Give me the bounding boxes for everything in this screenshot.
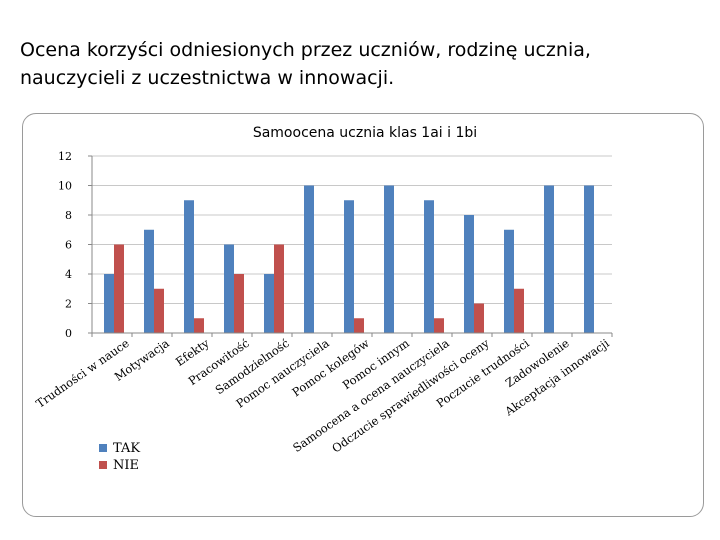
slide-title-line-1: Ocena korzyści odniesionych przez ucznió… [20,39,591,61]
y-tick-label: 4 [65,268,72,281]
bars [104,185,594,333]
bar-nie-9 [434,318,444,333]
bar-tak-1 [104,274,114,333]
y-tick-label: 10 [58,180,72,193]
bar-tak-8 [384,185,394,333]
y-tick-label: 12 [58,150,72,163]
bar-tak-7 [344,200,354,333]
bar-tak-5 [264,274,274,333]
y-tick-label: 8 [65,209,72,222]
axes [91,156,613,337]
bar-tak-11 [504,229,514,333]
bar-nie-7 [354,318,364,333]
bar-nie-4 [234,274,244,333]
chart-title: Samoocena ucznia klas 1ai i 1bi [253,125,477,141]
bar-tak-6 [304,185,314,333]
bar-nie-2 [154,288,164,333]
bar-nie-5 [274,244,284,333]
slide-title: Ocena korzyści odniesionych przez ucznió… [20,36,700,92]
bar-nie-10 [474,303,484,333]
bar-tak-10 [464,215,474,333]
legend-swatch-tak [99,444,107,452]
legend-label-nie: NIE [113,458,139,473]
y-axis-ticks: 0 2 4 6 8 10 12 [58,150,92,340]
bar-tak-4 [224,244,234,333]
y-tick-label: 0 [65,327,72,340]
bar-nie-11 [514,288,524,333]
y-tick-label: 6 [65,239,72,252]
y-tick-label: 2 [65,298,72,311]
bar-tak-3 [184,200,194,333]
bar-tak-9 [424,200,434,333]
legend-swatch-nie [99,461,107,469]
bar-nie-3 [194,318,204,333]
bar-tak-2 [144,229,154,333]
bar-tak-13 [584,185,594,333]
bar-tak-12 [544,185,554,333]
slide-title-line-2: nauczycieli z uczestnictwa w innowacji. [20,67,395,89]
bar-nie-1 [114,244,124,333]
legend-label-tak: TAK [113,441,140,456]
legend: TAK NIE [99,441,140,473]
